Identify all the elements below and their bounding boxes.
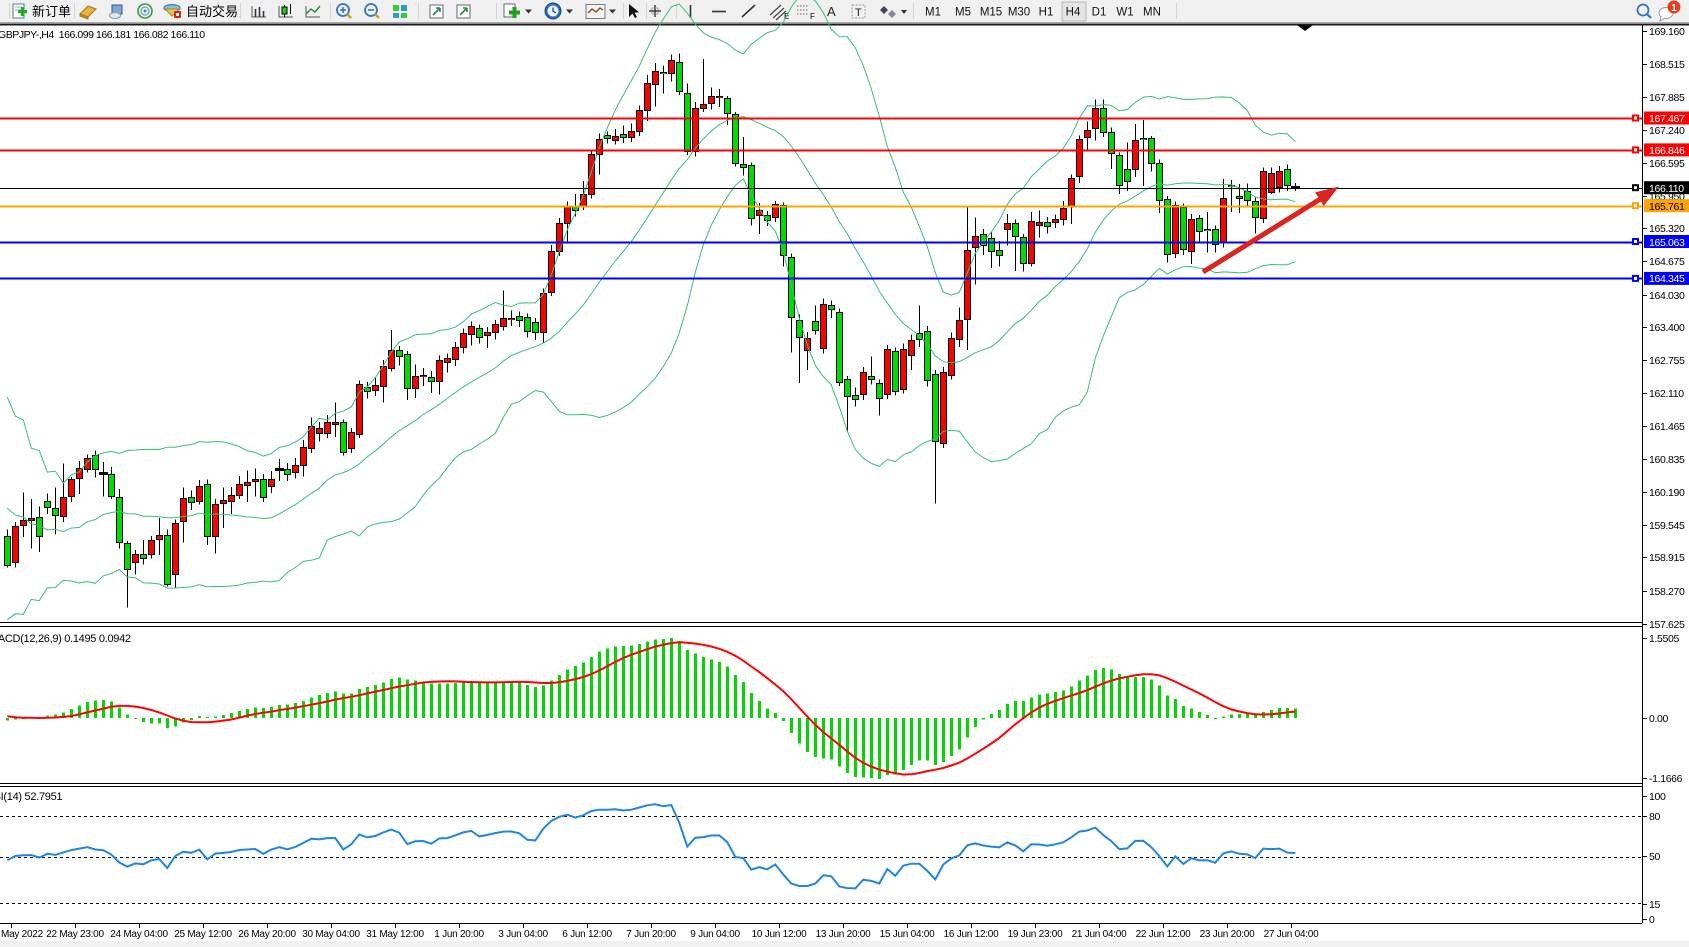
svg-text:167.885: 167.885 [1649,92,1685,104]
svg-text:165.063: 165.063 [1649,237,1685,249]
svg-text:163.400: 163.400 [1649,322,1685,334]
svg-text:M1: M1 [925,7,941,19]
svg-text:1.5505: 1.5505 [1649,633,1680,645]
svg-text:新订单: 新订单 [32,4,71,19]
svg-text:167.467: 167.467 [1649,113,1685,125]
svg-text:-1.1666: -1.1666 [1649,773,1683,785]
svg-text:F: F [810,12,815,21]
svg-text:27 Jun 04:00: 27 Jun 04:00 [1264,929,1320,940]
svg-text:26 May 20:00: 26 May 20:00 [238,929,296,940]
svg-text:165.320: 165.320 [1649,223,1685,235]
svg-text:80: 80 [1649,811,1660,823]
svg-text:H4: H4 [1066,7,1081,19]
svg-text:1 Jun 20:00: 1 Jun 20:00 [434,929,484,940]
svg-text:158.915: 158.915 [1649,552,1685,564]
svg-text:1: 1 [1671,3,1677,14]
svg-text:168.515: 168.515 [1649,59,1685,71]
svg-text:166.595: 166.595 [1649,158,1685,170]
svg-text:100: 100 [1649,791,1666,803]
svg-text:H1: H1 [1039,7,1054,19]
svg-text:160.190: 160.190 [1649,487,1685,499]
svg-text:MACD(12,26,9) 0.1495 0.0942: MACD(12,26,9) 0.1495 0.0942 [0,633,131,645]
svg-text:M30: M30 [1008,7,1030,19]
svg-text:19 Jun 23:00: 19 Jun 23:00 [1008,929,1064,940]
svg-text:6 Jun 12:00: 6 Jun 12:00 [562,929,612,940]
svg-text:25 May 12:00: 25 May 12:00 [174,929,232,940]
svg-text:165.761: 165.761 [1649,201,1685,213]
svg-text:A: A [827,4,836,19]
svg-text:9 Jun 04:00: 9 Jun 04:00 [690,929,740,940]
svg-text:T: T [855,7,862,19]
svg-text:162.755: 162.755 [1649,355,1685,367]
svg-text:23 Jun 20:00: 23 Jun 20:00 [1200,929,1256,940]
svg-text:M5: M5 [955,7,971,19]
svg-text:15: 15 [1649,899,1660,911]
svg-text:164.345: 164.345 [1649,273,1685,285]
svg-text:10 Jun 12:00: 10 Jun 12:00 [752,929,808,940]
svg-text:W1: W1 [1116,7,1133,19]
svg-text:166.110: 166.110 [1649,183,1684,195]
svg-text:158.270: 158.270 [1649,586,1685,598]
svg-text:166.846: 166.846 [1649,145,1685,157]
svg-text:3 Jun 04:00: 3 Jun 04:00 [498,929,548,940]
svg-text:159.545: 159.545 [1649,520,1685,532]
svg-text:GBPJPY-,H4 166.099 166.181 16: GBPJPY-,H4 166.099 166.181 166.082 166.1… [0,29,205,41]
svg-text:MN: MN [1143,7,1161,19]
svg-text:May 2022: May 2022 [1,929,44,940]
svg-text:31 May 12:00: 31 May 12:00 [366,929,424,940]
svg-text:161.465: 161.465 [1649,421,1685,433]
svg-text:169.160: 169.160 [1649,26,1685,38]
svg-text:50: 50 [1649,851,1660,863]
svg-text:164.675: 164.675 [1649,256,1685,268]
svg-text:162.110: 162.110 [1649,388,1684,400]
svg-text:RSI(14) 52.7951: RSI(14) 52.7951 [0,791,62,803]
svg-text:0.00: 0.00 [1649,713,1669,725]
svg-text:22 Jun 12:00: 22 Jun 12:00 [1136,929,1192,940]
svg-text:30 May 04:00: 30 May 04:00 [302,929,360,940]
svg-text:15 Jun 04:00: 15 Jun 04:00 [880,929,936,940]
svg-text:167.240: 167.240 [1649,125,1685,137]
svg-text:M15: M15 [980,7,1002,19]
svg-text:160.835: 160.835 [1649,454,1685,466]
svg-text:自动交易: 自动交易 [186,4,238,19]
svg-text:13 Jun 20:00: 13 Jun 20:00 [816,929,872,940]
svg-text:0: 0 [1649,914,1655,926]
svg-text:157.625: 157.625 [1649,619,1685,631]
svg-text:22 May 23:00: 22 May 23:00 [46,929,104,940]
svg-text:D1: D1 [1092,7,1107,19]
svg-text:24 May 04:00: 24 May 04:00 [110,929,168,940]
svg-text:164.030: 164.030 [1649,290,1685,302]
svg-text:21 Jun 04:00: 21 Jun 04:00 [1072,929,1128,940]
svg-text:7 Jun 20:00: 7 Jun 20:00 [626,929,676,940]
svg-text:16 Jun 12:00: 16 Jun 12:00 [944,929,1000,940]
